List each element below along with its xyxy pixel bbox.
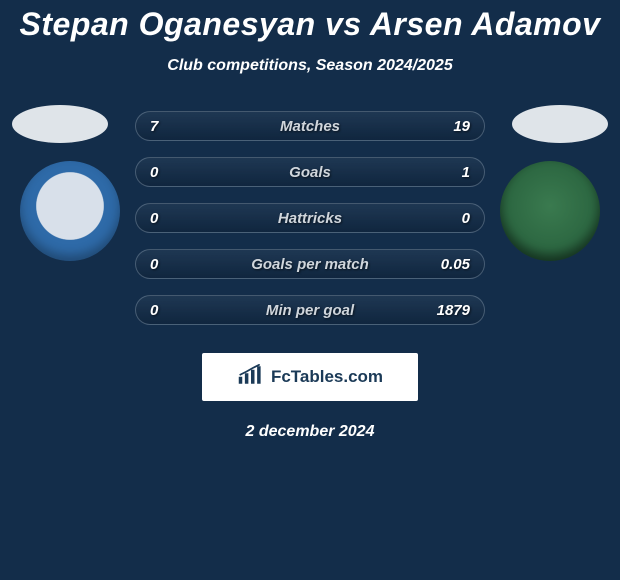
stat-left-value: 0 [150, 210, 190, 227]
stat-label: Goals [190, 164, 430, 181]
stat-left-value: 7 [150, 118, 190, 135]
stat-row: 0 Min per goal 1879 [135, 295, 485, 325]
stat-left-value: 0 [150, 302, 190, 319]
subtitle: Club competitions, Season 2024/2025 [0, 57, 620, 75]
stat-label: Goals per match [190, 256, 430, 273]
stat-row: 7 Matches 19 [135, 111, 485, 141]
stat-right-value: 19 [430, 118, 470, 135]
stat-label: Matches [190, 118, 430, 135]
stat-right-value: 0.05 [430, 256, 470, 273]
stat-right-value: 1 [430, 164, 470, 181]
stat-left-value: 0 [150, 256, 190, 273]
club-logo-left [20, 161, 120, 261]
stat-right-value: 0 [430, 210, 470, 227]
comparison-panel: 7 Matches 19 0 Goals 1 0 Hattricks 0 0 G… [0, 111, 620, 441]
date-label: 2 december 2024 [0, 423, 620, 441]
stats-list: 7 Matches 19 0 Goals 1 0 Hattricks 0 0 G… [135, 111, 485, 325]
stat-label: Min per goal [190, 302, 430, 319]
bar-chart-icon [237, 364, 265, 391]
stat-row: 0 Goals per match 0.05 [135, 249, 485, 279]
stat-left-value: 0 [150, 164, 190, 181]
brand-badge: FcTables.com [202, 353, 418, 401]
player-photo-placeholder-left [12, 105, 108, 143]
player-photo-placeholder-right [512, 105, 608, 143]
brand-text: FcTables.com [271, 367, 383, 387]
page-title: Stepan Oganesyan vs Arsen Adamov [0, 0, 620, 43]
club-logo-right [500, 161, 600, 261]
stat-row: 0 Hattricks 0 [135, 203, 485, 233]
stat-row: 0 Goals 1 [135, 157, 485, 187]
stat-right-value: 1879 [430, 302, 470, 319]
stat-label: Hattricks [190, 210, 430, 227]
